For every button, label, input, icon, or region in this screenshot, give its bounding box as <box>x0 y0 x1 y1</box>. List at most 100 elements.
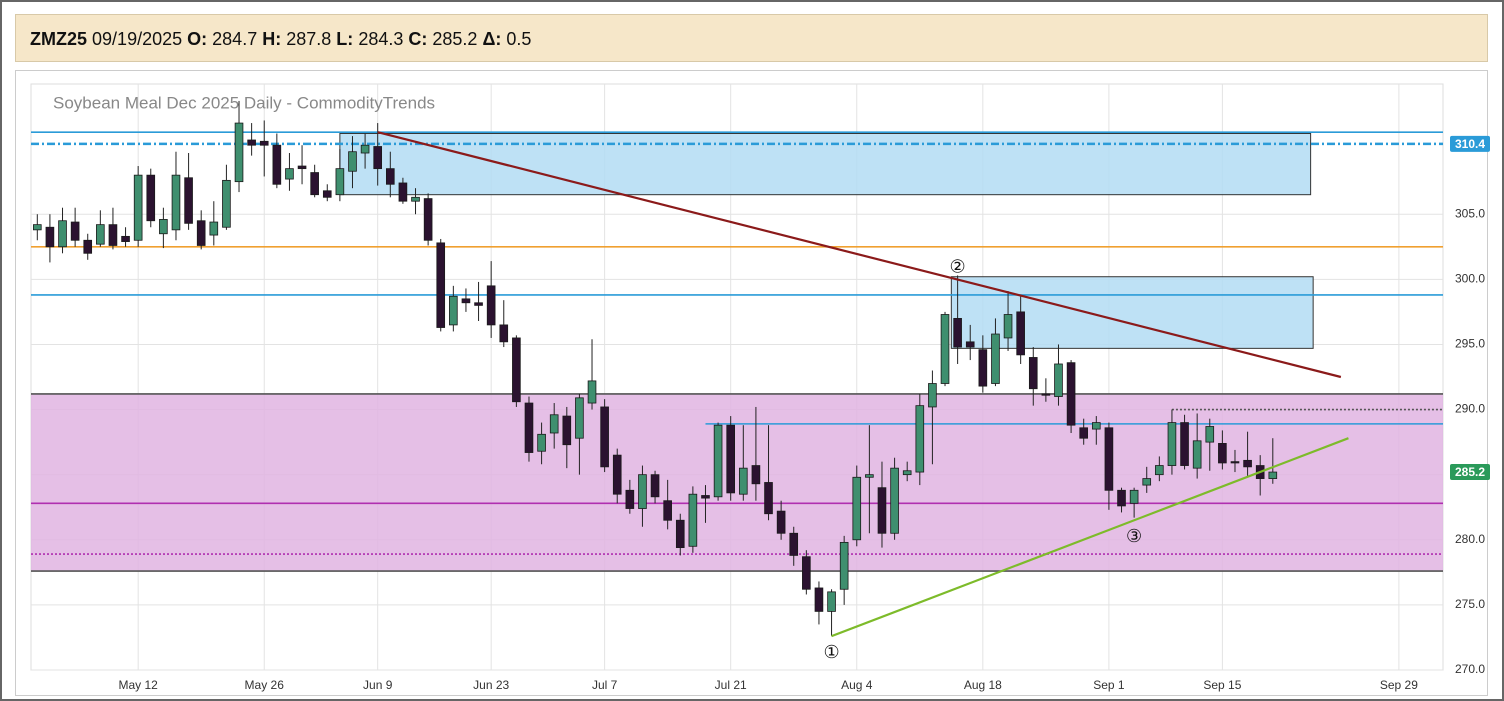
candle-body <box>45 226 55 248</box>
field-label: C: <box>408 29 428 49</box>
candle-body <box>373 146 383 170</box>
candle-body <box>865 474 874 478</box>
candle-body <box>524 402 534 453</box>
x-tick-label: Aug 18 <box>964 678 1002 692</box>
trendline <box>377 131 1342 379</box>
candle-body <box>764 482 773 515</box>
candle-body <box>1155 465 1164 476</box>
candle-body <box>146 174 156 222</box>
candle-body <box>953 317 962 348</box>
y-tick-label: 295.0 <box>1455 337 1485 351</box>
field-label: H: <box>262 29 282 49</box>
candle-body <box>1091 422 1101 430</box>
candle-body <box>852 476 862 541</box>
candle-body <box>121 235 130 242</box>
candle-body <box>549 414 559 434</box>
candle-body <box>159 219 168 235</box>
candle-body <box>675 519 685 548</box>
candle-body <box>1230 461 1240 464</box>
candle-body <box>449 295 458 326</box>
candle-body <box>562 415 572 446</box>
candle-body <box>1180 422 1189 466</box>
candle-body <box>1041 393 1051 396</box>
y-tick-label: 305.0 <box>1455 206 1485 220</box>
price-tag <box>1450 135 1490 152</box>
candle-body <box>272 144 282 185</box>
candle-body <box>688 493 698 547</box>
candle-body <box>890 467 899 534</box>
candle-body <box>108 224 118 246</box>
candle-body <box>1016 311 1025 356</box>
candle-body <box>234 122 244 183</box>
candle-body <box>1129 489 1139 504</box>
candle-body <box>335 168 345 196</box>
field-value: 287.8 <box>286 29 332 49</box>
candle-body <box>625 489 635 509</box>
candle-body <box>965 341 975 348</box>
field-label: Δ: <box>482 29 502 49</box>
trendline <box>831 437 1349 638</box>
candle-body <box>385 168 395 185</box>
candle-body <box>1066 362 1076 426</box>
annotation: ② <box>950 257 966 278</box>
candle-body <box>285 168 294 180</box>
candle-body <box>991 333 1000 384</box>
candle-body <box>70 221 80 241</box>
symbol: ZMZ25 <box>30 29 88 49</box>
candle-body <box>1054 363 1063 397</box>
annotation: ③ <box>1126 526 1142 547</box>
candle-body <box>209 221 219 236</box>
x-tick-label: Aug 4 <box>841 678 873 692</box>
candle-body <box>322 190 332 198</box>
candle-body <box>776 510 786 534</box>
field-label: O: <box>187 29 208 49</box>
candle-body <box>751 465 761 485</box>
x-tick-label: Sep 15 <box>1203 678 1241 692</box>
candle-body <box>638 474 647 509</box>
candle-body <box>461 298 471 304</box>
candle-body <box>96 224 105 245</box>
quote-header: ZMZ25 09/19/2025 O: 284.7 H: 287.8 L: 28… <box>15 14 1488 62</box>
candle-body <box>499 324 509 343</box>
candle-body <box>171 174 181 231</box>
candle-body <box>1117 489 1126 507</box>
candle-body <box>587 380 597 404</box>
candle-body <box>827 591 836 612</box>
x-tick-label: May 26 <box>245 678 285 692</box>
chart-title: Soybean Meal Dec 2025 Daily - CommodityT… <box>53 93 435 112</box>
candle-body <box>915 405 925 473</box>
y-tick-label: 270.0 <box>1455 662 1485 676</box>
candle-body <box>360 144 370 154</box>
y-tick-label: 300.0 <box>1455 272 1485 286</box>
y-tick-label: 275.0 <box>1455 597 1485 611</box>
candle-body <box>978 349 988 387</box>
candle-body <box>1192 440 1202 469</box>
candle-body <box>928 383 937 408</box>
candle-body <box>58 220 67 248</box>
y-tick-label: 290.0 <box>1455 402 1485 416</box>
candle-body <box>877 487 887 534</box>
candle-body <box>1003 314 1013 339</box>
candle-body <box>310 172 319 196</box>
field-value: 284.7 <box>212 29 258 49</box>
candle-body <box>133 174 143 241</box>
candle-body <box>726 424 736 494</box>
candle-body <box>839 541 849 590</box>
candle-body <box>902 470 912 476</box>
price-tag-label: 310.4 <box>1455 137 1485 151</box>
field-value: 285.2 <box>432 29 478 49</box>
x-tick-label: Jul 21 <box>715 678 747 692</box>
candle-body <box>537 433 546 452</box>
candle-body <box>600 406 609 468</box>
candle-body <box>701 495 710 499</box>
candle-body <box>650 474 660 498</box>
chart-panel <box>15 70 1488 696</box>
candle-body <box>940 314 950 384</box>
candle-body <box>348 151 357 172</box>
candle-body <box>83 239 93 254</box>
candle-body <box>1218 443 1227 464</box>
field-label: L: <box>336 29 354 49</box>
candle-body <box>802 556 811 590</box>
